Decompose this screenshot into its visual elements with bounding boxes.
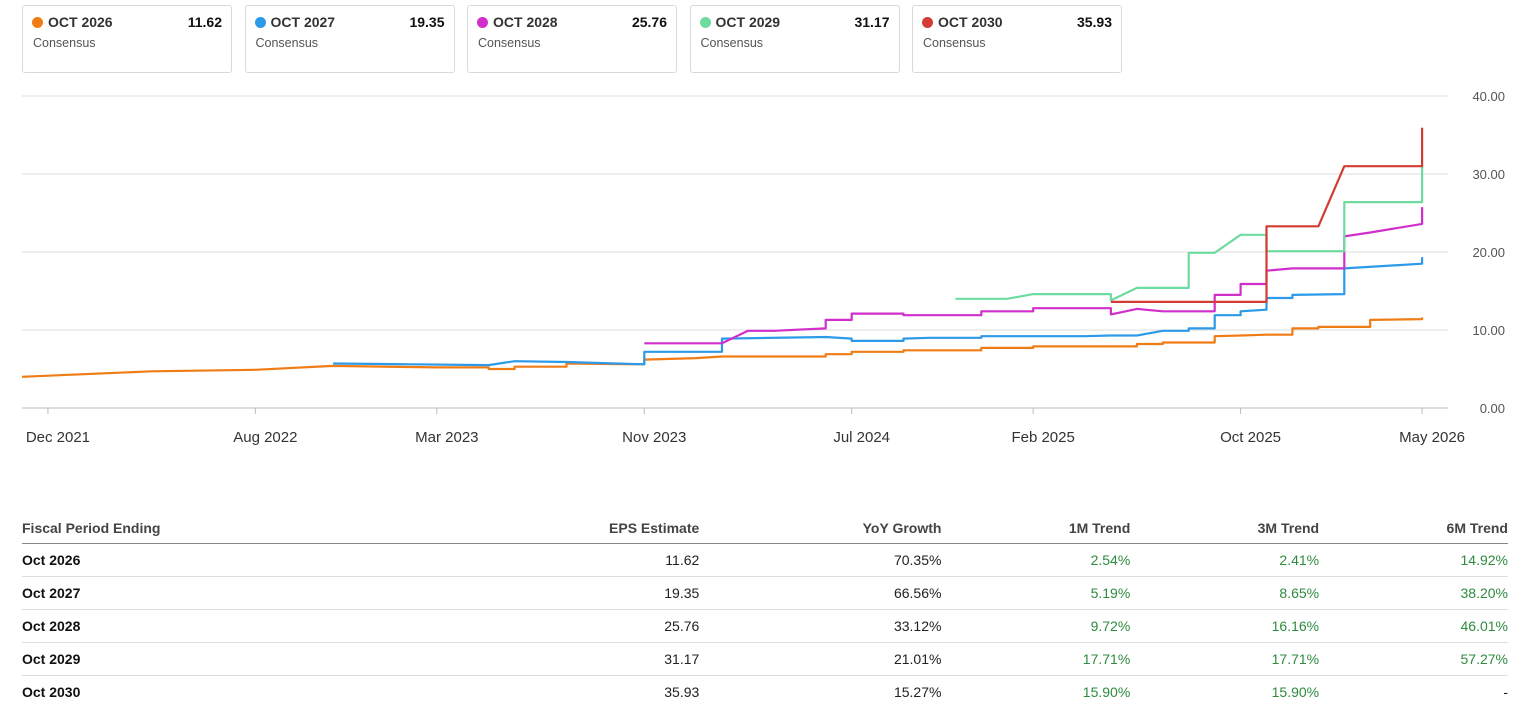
series-line-oct-2029 [955, 164, 1424, 302]
legend-card-oct-2029[interactable]: OCT 2029 31.17 Consensus [689, 5, 900, 73]
legend-label: OCT 2029 [715, 14, 781, 30]
x-tick-label: Mar 2023 [415, 429, 478, 446]
chart-grid [22, 95, 1448, 409]
x-tick-label: May 2026 [1399, 429, 1465, 446]
legend-value: 19.35 [409, 14, 445, 30]
legend-value: 11.62 [187, 14, 222, 30]
x-tick-label: Nov 2023 [622, 429, 686, 446]
legend-card-oct-2030[interactable]: OCT 2030 35.93 Consensus [912, 5, 1122, 73]
table-cell: 35.93 [664, 684, 700, 700]
table-cell: 46.01% [1319, 609, 1508, 643]
table-cell: 17.71% [1130, 642, 1320, 676]
table-cell: - [1503, 684, 1508, 700]
series-line-oct-2026 [21, 317, 1424, 378]
column-header[interactable]: Fiscal Period Ending [22, 512, 422, 544]
eps-estimates-table: Fiscal Period Ending EPS Estimate YoY Grow… [22, 512, 1508, 708]
table-cell: 38.20% [1319, 576, 1508, 610]
y-tick-label: 20.00 [1472, 245, 1505, 260]
legend-value: 25.76 [631, 14, 667, 30]
table-cell: 2.41% [1130, 543, 1320, 577]
table-cell: 57.27% [1319, 642, 1508, 676]
legend-subtitle: Consensus [700, 36, 764, 50]
legend-label: OCT 2030 [938, 14, 1003, 30]
x-tick-label: Jul 2024 [833, 429, 890, 446]
legend-value: 31.17 [854, 14, 890, 30]
table-row: Oct 2027 19.35 66.56% 5.19% 8.65% 38.20% [22, 576, 1508, 610]
legend-subtitle: Consensus [33, 36, 96, 50]
legend-dot-icon [254, 17, 266, 28]
legend-card-oct-2026[interactable]: OCT 2026 11.62 Consensus [22, 5, 232, 73]
legend-dot-icon [699, 17, 711, 28]
table-cell: 2.54% [941, 543, 1131, 577]
table-row: Oct 2026 11.62 70.35% 2.54% 2.41% 14.92% [22, 543, 1508, 577]
table-row: Oct 2029 31.17 21.01% 17.71% 17.71% 57.27% [22, 642, 1508, 676]
table-cell: 9.72% [941, 609, 1131, 643]
x-tick-label: Aug 2022 [233, 429, 297, 446]
y-tick-label: 0.00 [1480, 401, 1505, 416]
table-cell: 33.12% [699, 609, 942, 643]
table-cell: Oct 2026 [22, 543, 422, 577]
table-cell: 14.92% [1319, 543, 1508, 577]
table-cell: 5.19% [941, 576, 1131, 610]
table-cell: 66.56% [699, 576, 942, 610]
y-tick-label: 30.00 [1472, 167, 1505, 182]
column-header[interactable]: EPS Estimate [422, 512, 700, 544]
table-cell: 8.65% [1130, 576, 1320, 610]
x-tick-label: Dec 2021 [26, 429, 90, 446]
legend-value: 35.93 [1076, 14, 1112, 30]
table-cell: Oct 2029 [22, 642, 422, 676]
column-header[interactable]: 1M Trend [941, 512, 1131, 544]
table-cell: 15.90% [1271, 684, 1320, 700]
table-cell: Oct 2030 [22, 684, 81, 700]
table-cell: 16.16% [1130, 609, 1320, 643]
legend-subtitle: Consensus [478, 36, 541, 50]
table-cell: 70.35% [699, 543, 942, 577]
table-body: Oct 2026 11.62 70.35% 2.54% 2.41% 14.92% Oct 2… [22, 543, 1508, 709]
legend-dot-icon [32, 17, 43, 28]
x-tick-label: Oct 2025 [1220, 429, 1281, 446]
series-lines [21, 127, 1424, 378]
legend-card-oct-2027[interactable]: OCT 2027 19.35 Consensus [244, 5, 455, 73]
y-tick-label: 10.00 [1472, 323, 1505, 338]
column-header[interactable]: YoY Growth [699, 512, 942, 544]
table-cell: 31.17 [422, 642, 700, 676]
legend-label: OCT 2027 [270, 14, 336, 30]
table-cell: 17.71% [941, 642, 1131, 676]
y-axis: 0.00 10.00 20.00 30.00 40.00 [1472, 89, 1505, 416]
series-line-oct-2028 [644, 207, 1424, 345]
table-cell: Oct 2027 [22, 576, 422, 610]
series-line-oct-2030 [1110, 127, 1424, 303]
legend-dot-icon [477, 17, 488, 28]
table-cell: Oct 2028 [22, 609, 422, 643]
column-header[interactable]: 6M Trend [1319, 512, 1508, 544]
legend-subtitle: Consensus [255, 36, 319, 50]
table-cell: 19.35 [422, 576, 700, 610]
table-row: Oct 2028 25.76 33.12% 9.72% 16.16% 46.01% [22, 609, 1508, 643]
series-line-oct-2027 [333, 257, 1424, 367]
legend-label: OCT 2028 [493, 14, 558, 30]
legend-subtitle: Consensus [923, 36, 986, 50]
table-header-row: Fiscal Period Ending EPS Estimate YoY Grow… [22, 512, 1508, 544]
x-tick-label: Feb 2025 [1011, 429, 1074, 446]
table-row: Oct 2030 35.93 15.27% 15.90% 15.90% - [22, 676, 1508, 709]
table-cell: 21.01% [699, 642, 942, 676]
y-tick-label: 40.00 [1472, 89, 1505, 104]
eps-line-chart: Dec 2021 Aug 2022 Mar 2023 Nov 2023 Jul 2024… [21, 89, 1505, 446]
table-cell: 15.90% [1082, 684, 1131, 700]
legend-label: OCT 2026 [48, 14, 113, 30]
column-header[interactable]: 3M Trend [1130, 512, 1320, 544]
table-cell: 15.27% [893, 684, 942, 700]
legend-card-oct-2028[interactable]: OCT 2028 25.76 Consensus [467, 5, 677, 73]
table-cell: 11.62 [422, 543, 700, 577]
legend-dot-icon [922, 17, 933, 28]
table-cell: 25.76 [422, 609, 700, 643]
x-axis: Dec 2021 Aug 2022 Mar 2023 Nov 2023 Jul 2024… [26, 408, 1465, 446]
